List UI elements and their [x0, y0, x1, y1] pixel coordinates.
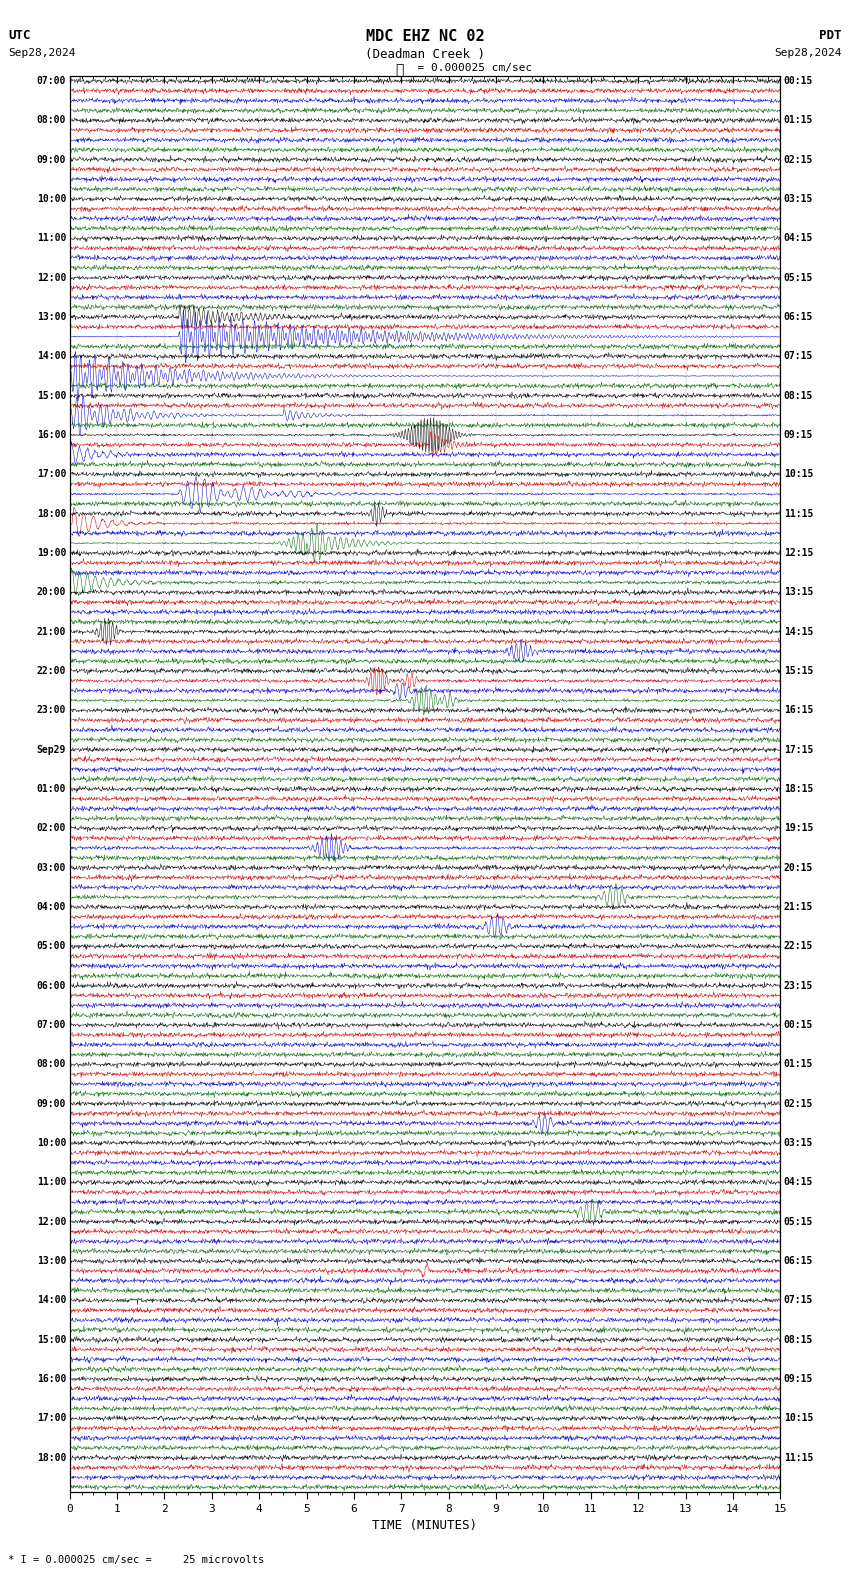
Text: 11:15: 11:15: [784, 508, 813, 518]
Text: 14:00: 14:00: [37, 1296, 66, 1305]
Text: 16:00: 16:00: [37, 429, 66, 440]
Text: 09:00: 09:00: [37, 155, 66, 165]
Text: 07:15: 07:15: [784, 1296, 813, 1305]
Text: 08:15: 08:15: [784, 391, 813, 401]
Text: 11:15: 11:15: [784, 1453, 813, 1462]
Text: 06:15: 06:15: [784, 1256, 813, 1266]
Text: 07:15: 07:15: [784, 352, 813, 361]
Text: 04:00: 04:00: [37, 901, 66, 912]
Text: 03:15: 03:15: [784, 1137, 813, 1148]
Text: 05:15: 05:15: [784, 272, 813, 282]
Text: 03:00: 03:00: [37, 863, 66, 873]
Text: 12:00: 12:00: [37, 1217, 66, 1226]
Text: 20:15: 20:15: [784, 863, 813, 873]
Text: 00:15: 00:15: [784, 1020, 813, 1030]
Text: 08:15: 08:15: [784, 1335, 813, 1345]
Text: 23:15: 23:15: [784, 980, 813, 990]
Text: PDT: PDT: [819, 29, 842, 41]
Text: 04:15: 04:15: [784, 1177, 813, 1188]
Text: 11:00: 11:00: [37, 233, 66, 244]
Text: 10:15: 10:15: [784, 1413, 813, 1424]
Text: 19:15: 19:15: [784, 824, 813, 833]
Text: 16:00: 16:00: [37, 1373, 66, 1384]
Text: (Deadman Creek ): (Deadman Creek ): [365, 48, 485, 60]
Text: 14:00: 14:00: [37, 352, 66, 361]
Text: 18:00: 18:00: [37, 1453, 66, 1462]
Text: * I = 0.000025 cm/sec =     25 microvolts: * I = 0.000025 cm/sec = 25 microvolts: [8, 1555, 264, 1565]
Text: 13:00: 13:00: [37, 1256, 66, 1266]
Text: 05:00: 05:00: [37, 941, 66, 952]
Text: 02:15: 02:15: [784, 155, 813, 165]
Text: 17:15: 17:15: [784, 744, 813, 754]
Text: UTC: UTC: [8, 29, 31, 41]
Text: 09:00: 09:00: [37, 1099, 66, 1109]
Text: 22:00: 22:00: [37, 665, 66, 676]
Text: 16:15: 16:15: [784, 705, 813, 716]
Text: = 0.000025 cm/sec: = 0.000025 cm/sec: [404, 63, 532, 73]
Text: 07:00: 07:00: [37, 1020, 66, 1030]
Text: Sep28,2024: Sep28,2024: [774, 48, 842, 57]
Text: 18:00: 18:00: [37, 508, 66, 518]
Text: 20:00: 20:00: [37, 588, 66, 597]
Text: 08:00: 08:00: [37, 116, 66, 125]
Text: ⎹: ⎹: [395, 63, 404, 78]
Text: 15:15: 15:15: [784, 665, 813, 676]
Text: 09:15: 09:15: [784, 429, 813, 440]
Text: 19:00: 19:00: [37, 548, 66, 558]
X-axis label: TIME (MINUTES): TIME (MINUTES): [372, 1519, 478, 1532]
Text: 18:15: 18:15: [784, 784, 813, 794]
Text: 06:00: 06:00: [37, 980, 66, 990]
Text: 05:15: 05:15: [784, 1217, 813, 1226]
Text: 15:00: 15:00: [37, 391, 66, 401]
Text: 04:15: 04:15: [784, 233, 813, 244]
Text: Sep28,2024: Sep28,2024: [8, 48, 76, 57]
Text: Sep29: Sep29: [37, 744, 66, 754]
Text: 10:00: 10:00: [37, 1137, 66, 1148]
Text: 02:00: 02:00: [37, 824, 66, 833]
Text: 10:00: 10:00: [37, 193, 66, 204]
Text: 21:15: 21:15: [784, 901, 813, 912]
Text: 00:15: 00:15: [784, 76, 813, 86]
Text: 12:15: 12:15: [784, 548, 813, 558]
Text: 22:15: 22:15: [784, 941, 813, 952]
Text: 17:00: 17:00: [37, 469, 66, 480]
Text: 12:00: 12:00: [37, 272, 66, 282]
Text: 01:15: 01:15: [784, 1060, 813, 1069]
Text: 07:00: 07:00: [37, 76, 66, 86]
Text: 13:00: 13:00: [37, 312, 66, 322]
Text: 02:15: 02:15: [784, 1099, 813, 1109]
Text: 06:15: 06:15: [784, 312, 813, 322]
Text: 21:00: 21:00: [37, 627, 66, 637]
Text: 03:15: 03:15: [784, 193, 813, 204]
Text: 11:00: 11:00: [37, 1177, 66, 1188]
Text: 17:00: 17:00: [37, 1413, 66, 1424]
Text: 01:00: 01:00: [37, 784, 66, 794]
Text: 09:15: 09:15: [784, 1373, 813, 1384]
Text: 15:00: 15:00: [37, 1335, 66, 1345]
Text: MDC EHZ NC 02: MDC EHZ NC 02: [366, 29, 484, 43]
Text: 10:15: 10:15: [784, 469, 813, 480]
Text: 08:00: 08:00: [37, 1060, 66, 1069]
Text: 01:15: 01:15: [784, 116, 813, 125]
Text: 13:15: 13:15: [784, 588, 813, 597]
Text: 14:15: 14:15: [784, 627, 813, 637]
Text: 23:00: 23:00: [37, 705, 66, 716]
